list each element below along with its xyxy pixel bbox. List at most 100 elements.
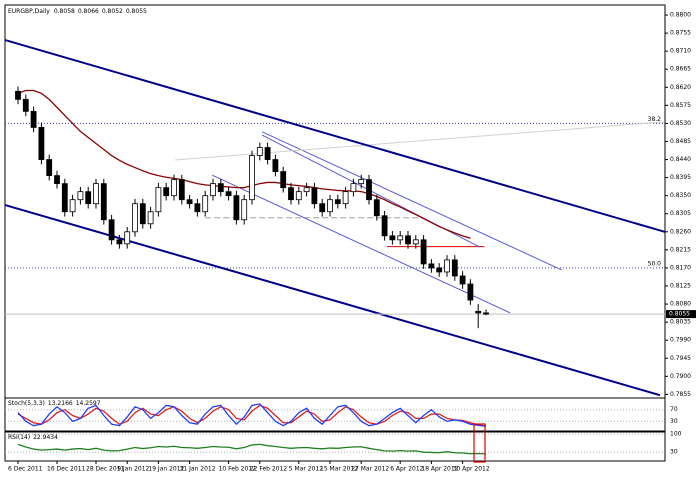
- candle-body: [389, 235, 396, 241]
- x-tick-label: 5 Mar 2012: [289, 466, 323, 473]
- candle-body: [467, 283, 474, 301]
- stoch-name: Stoch(5,3,3): [8, 400, 45, 407]
- y-tick-label: 0.8260: [670, 228, 691, 235]
- price-label-box: [666, 310, 696, 319]
- channel-line: [4, 38, 665, 233]
- rsi-label: RSI(14) 22.9434: [8, 434, 58, 441]
- y-tick-label: 0.8530: [670, 120, 691, 127]
- stoch-main-value: 13.2166: [48, 400, 73, 407]
- candle-body: [163, 187, 170, 197]
- y-tick-label: 0.7990: [670, 337, 691, 344]
- y-tick-label: 0.8080: [670, 301, 691, 308]
- x-tick-label: 18 Apr 2012: [421, 466, 458, 473]
- candle-body: [397, 235, 404, 241]
- stochastic-line: [17, 404, 487, 427]
- indicator-tick-label: 30: [670, 418, 678, 425]
- last-open: 0.8058: [54, 8, 75, 15]
- stochastic-line: [17, 403, 487, 427]
- candle-body: [178, 179, 185, 201]
- y-tick-label: 0.8305: [670, 210, 691, 217]
- candle-body: [155, 187, 162, 213]
- stoch-label: Stoch(5,3,3) 13.2166 14.2597: [8, 400, 101, 407]
- last-high: 0.8066: [78, 8, 99, 15]
- candle-body: [381, 215, 388, 237]
- y-tick-label: 0.8755: [670, 30, 691, 37]
- x-tick-label: 16 Dec 2011: [47, 466, 86, 473]
- candle-body: [342, 191, 349, 205]
- rsi-line: [17, 443, 487, 455]
- candle-body: [15, 90, 21, 100]
- stoch-signal-value: 14.2597: [76, 400, 101, 407]
- trend-line: [174, 121, 665, 161]
- plot-frame: [4, 4, 666, 462]
- x-tick-label: 31 Jan 2012: [180, 466, 216, 473]
- candle-body: [459, 275, 466, 285]
- candle-body: [334, 199, 341, 205]
- candle-body: [249, 155, 255, 201]
- candle-body: [358, 179, 365, 185]
- chart-title: EURGBP,Daily 0.8058 0.8066 0.8052 0.8055: [8, 8, 147, 15]
- y-tick-label: 0.8395: [670, 174, 691, 181]
- candle-body: [405, 235, 411, 245]
- fib-level-label: 50.0: [648, 260, 662, 267]
- candle-body: [22, 98, 29, 112]
- candle-body: [327, 199, 333, 213]
- chart-layer: 0.8800 0.8755 0.8710 0.8665 0.8620 0.8575 0.85…: [4, 12, 696, 473]
- candle-body: [77, 191, 84, 201]
- y-tick-label: 0.8620: [670, 84, 691, 91]
- candle-body: [272, 159, 279, 172]
- candle-body: [46, 159, 53, 177]
- symbol: EURGBP,Daily: [8, 8, 50, 15]
- candle-body: [241, 199, 248, 221]
- candle-body: [373, 199, 380, 217]
- candle-body: [280, 171, 287, 189]
- candle-body: [444, 259, 450, 273]
- candle-body: [69, 199, 76, 213]
- y-tick-label: 0.8035: [670, 319, 691, 326]
- candle-body: [132, 203, 138, 233]
- candle-body: [54, 175, 60, 185]
- candle-body: [217, 183, 224, 193]
- candle-body: [116, 239, 123, 245]
- x-tick-label: 28 Dec 2011: [86, 466, 125, 473]
- candle-body: [147, 211, 154, 225]
- y-tick-label: 0.7900: [670, 373, 691, 380]
- candle-body: [210, 183, 216, 197]
- y-tick-label: 0.7945: [670, 355, 691, 362]
- indicator-tick-label: 70: [670, 406, 678, 413]
- candle-body: [38, 127, 45, 160]
- candle-body: [350, 183, 357, 193]
- trend-line: [212, 174, 511, 314]
- candle-body: [436, 267, 443, 273]
- candle-body: [194, 203, 201, 213]
- candle-body: [171, 179, 177, 197]
- y-tick-label: 0.8215: [670, 246, 691, 253]
- candle-body: [428, 263, 435, 269]
- y-tick-label: 0.8800: [670, 12, 691, 19]
- last-low: 0.8052: [102, 8, 123, 15]
- candle-body: [264, 147, 271, 160]
- candle-body: [483, 312, 489, 315]
- indicator-tick-label: 30: [670, 449, 678, 456]
- candle-body: [319, 203, 326, 213]
- candle-body: [366, 179, 372, 201]
- x-tick-label: 19 Jan 2012: [148, 466, 184, 473]
- y-tick-label: 0.8575: [670, 102, 691, 109]
- y-tick-label: 0.8170: [670, 264, 691, 271]
- last-close: 0.8055: [126, 8, 147, 15]
- moving-average: [17, 89, 471, 239]
- candle-body: [225, 191, 232, 197]
- candle-body: [124, 231, 131, 245]
- trend-line: [261, 131, 562, 271]
- x-tick-label: 15 Mar 2012: [320, 466, 358, 473]
- candle-body: [233, 195, 240, 221]
- rsi-name: RSI(14): [8, 434, 30, 441]
- highlight-box: [473, 423, 486, 463]
- y-tick-label: 0.8440: [670, 156, 691, 163]
- candle-body: [295, 191, 302, 201]
- indicator-tick-label: 100: [670, 431, 682, 438]
- candle-body: [256, 147, 263, 156]
- candle-body: [412, 239, 419, 245]
- candle-body: [420, 239, 427, 265]
